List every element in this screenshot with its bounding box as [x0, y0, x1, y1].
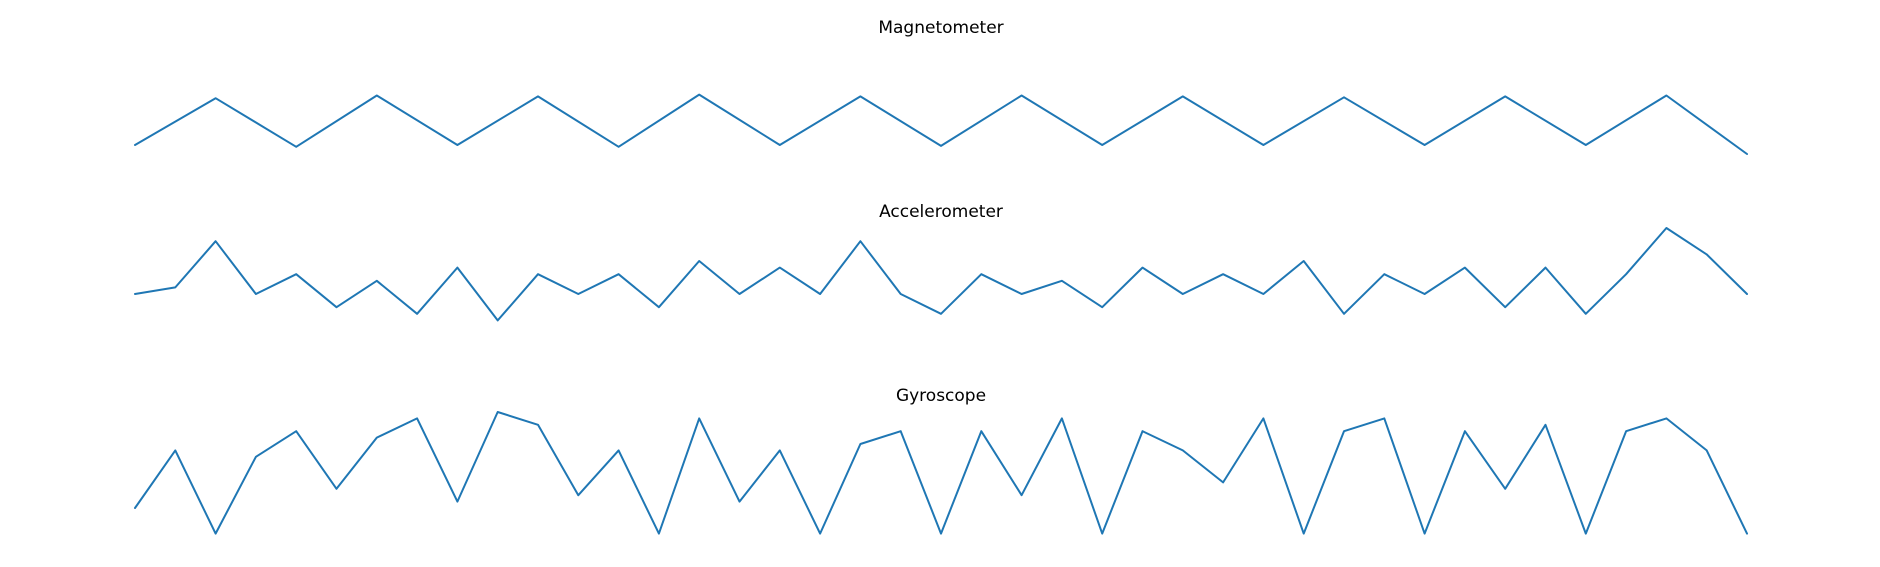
- magnetometer-title: Magnetometer: [878, 18, 1003, 38]
- accelerometer-title: Accelerometer: [879, 202, 1003, 222]
- accelerometer-panel: Accelerometer: [134, 202, 1748, 322]
- gyroscope-title: Gyroscope: [896, 386, 986, 406]
- gyroscope-panel: Gyroscope: [134, 386, 1748, 535]
- magnetometer-series-line: [134, 93, 1748, 155]
- accelerometer-series-line: [134, 227, 1748, 322]
- gyroscope-series-line: [134, 411, 1748, 535]
- magnetometer-panel: Magnetometer: [134, 18, 1748, 155]
